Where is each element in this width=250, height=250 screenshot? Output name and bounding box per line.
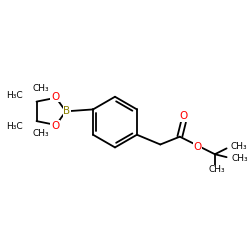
Text: CH₃: CH₃ (230, 142, 247, 151)
Text: CH₃: CH₃ (232, 154, 248, 163)
Text: CH₃: CH₃ (32, 129, 49, 138)
Text: CH₃: CH₃ (32, 84, 49, 94)
Text: O: O (51, 92, 59, 102)
Text: O: O (193, 142, 202, 152)
Text: H₃C: H₃C (6, 122, 23, 132)
Text: H₃C: H₃C (6, 91, 23, 100)
Text: CH₃: CH₃ (208, 165, 225, 174)
Text: O: O (51, 121, 59, 131)
Text: B: B (63, 106, 70, 116)
Text: O: O (180, 111, 188, 121)
